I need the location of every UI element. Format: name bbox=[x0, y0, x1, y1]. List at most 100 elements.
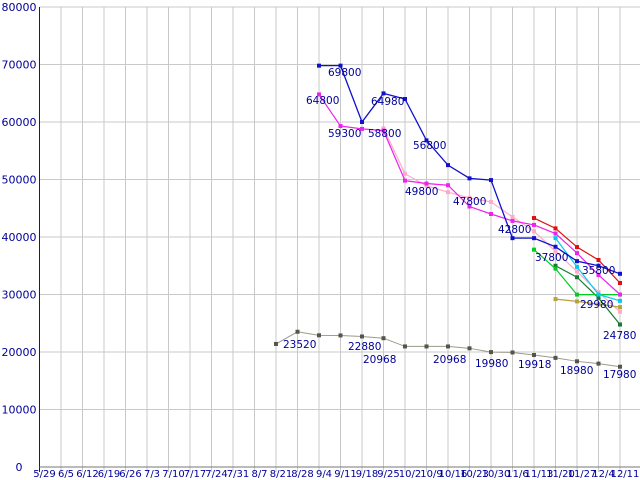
series-cyan-point bbox=[596, 292, 601, 297]
point-value-label: 37800 bbox=[535, 252, 568, 264]
series-magenta-point bbox=[532, 222, 536, 227]
x-tick-label: 11/6 bbox=[506, 469, 528, 480]
x-tick-label: 12/11 bbox=[611, 469, 640, 480]
series-khaki-point bbox=[553, 297, 558, 302]
series-lightpink-point bbox=[489, 199, 493, 204]
series-red-point bbox=[575, 245, 579, 250]
point-value-label: 20968 bbox=[363, 354, 396, 366]
series-magenta-point bbox=[618, 292, 622, 297]
series-blue-point bbox=[403, 97, 407, 101]
y-tick-label: 50000 bbox=[2, 174, 37, 187]
series-green-point bbox=[575, 292, 579, 297]
series-red-point bbox=[596, 258, 601, 262]
series-gray-point bbox=[274, 341, 278, 346]
series-red-point bbox=[553, 226, 558, 231]
x-tick-label: 5/29 bbox=[33, 469, 55, 480]
series-magenta-point bbox=[510, 218, 515, 223]
series-magenta-point bbox=[467, 204, 472, 209]
series-gray-point bbox=[295, 329, 300, 334]
series-green-point bbox=[532, 247, 536, 252]
x-tick-label: 10/2 bbox=[399, 469, 421, 480]
y-tick-label: 10000 bbox=[2, 404, 37, 417]
series-magenta-point bbox=[381, 128, 386, 133]
x-tick-label: 7/3 bbox=[144, 469, 160, 480]
point-value-label: 64980 bbox=[371, 96, 404, 108]
point-value-label: 24780 bbox=[603, 330, 636, 342]
series-lightpink-point bbox=[403, 171, 407, 176]
series-magenta-point bbox=[596, 272, 601, 277]
x-tick-label: 8/7 bbox=[251, 469, 267, 480]
point-value-label: 22880 bbox=[348, 341, 381, 353]
series-darkgreen-point bbox=[618, 322, 622, 327]
series-cyan-line bbox=[555, 237, 621, 302]
y-tick-label: 80000 bbox=[2, 1, 37, 14]
x-tick-label: 10/23 bbox=[460, 469, 489, 480]
series-gray-point bbox=[403, 344, 407, 349]
point-value-label: 18980 bbox=[560, 365, 593, 377]
point-value-label: 49800 bbox=[405, 186, 438, 198]
series-magenta-point bbox=[553, 231, 558, 236]
series-cyan-point bbox=[618, 298, 622, 303]
x-tick-label: 6/5 bbox=[58, 469, 74, 480]
series-magenta-point bbox=[446, 183, 450, 188]
x-tick-label: 7/17 bbox=[184, 469, 206, 480]
y-tick-label: 40000 bbox=[2, 231, 37, 244]
series-lightpink-point bbox=[446, 190, 450, 195]
point-value-label: 59300 bbox=[328, 128, 361, 140]
series-blue-point bbox=[467, 176, 472, 181]
point-value-label: 17980 bbox=[603, 369, 636, 381]
series-magenta-point bbox=[424, 181, 429, 186]
point-value-label: 56800 bbox=[413, 140, 446, 152]
series-blue-point bbox=[532, 236, 536, 241]
series-khaki-point bbox=[596, 302, 601, 307]
series-lightpink-point bbox=[553, 249, 558, 254]
point-value-label: 42800 bbox=[498, 224, 531, 236]
series-magenta-point bbox=[403, 178, 407, 183]
x-tick-label: 9/11 bbox=[334, 469, 356, 480]
series-gray-point bbox=[553, 355, 558, 360]
x-tick-label: 7/10 bbox=[162, 469, 184, 480]
series-lightpink-point bbox=[596, 290, 601, 295]
series-red-point bbox=[532, 216, 536, 221]
series-lightpink-point bbox=[532, 229, 536, 234]
point-value-label: 23520 bbox=[283, 339, 316, 351]
series-darkgreen-point bbox=[596, 295, 601, 300]
series-gray-point bbox=[446, 344, 450, 349]
series-magenta-point bbox=[317, 92, 321, 97]
series-khaki-line bbox=[555, 298, 621, 308]
series-gray-point bbox=[317, 333, 321, 338]
point-value-label: 19980 bbox=[475, 358, 508, 370]
x-tick-label: 9/25 bbox=[377, 469, 399, 480]
series-blue-point bbox=[381, 91, 386, 96]
series-lightpink-point bbox=[618, 309, 622, 314]
y-tick-label: 70000 bbox=[2, 59, 37, 72]
series-gray-point bbox=[596, 361, 601, 366]
series-magenta-point bbox=[360, 126, 364, 131]
point-value-label: 47800 bbox=[453, 196, 486, 208]
series-lightpink-point bbox=[467, 195, 472, 200]
series-gray-point bbox=[338, 333, 343, 338]
series-gray-point bbox=[381, 336, 386, 341]
point-value-label: 20968 bbox=[433, 354, 466, 366]
x-tick-label: 8/21 bbox=[270, 469, 292, 480]
x-tick-label: 10/30 bbox=[482, 469, 511, 480]
x-tick-label: 7/31 bbox=[227, 469, 249, 480]
x-tick-label: 6/12 bbox=[76, 469, 98, 480]
point-value-label: 35800 bbox=[582, 265, 615, 277]
series-magenta-point bbox=[338, 124, 343, 129]
point-value-label: 58800 bbox=[368, 128, 401, 140]
series-blue-point bbox=[338, 63, 343, 68]
x-tick-label: 11/27 bbox=[568, 469, 597, 480]
series-red-point bbox=[618, 281, 622, 285]
x-tick-label: 9/18 bbox=[356, 469, 378, 480]
x-tick-label: 10/9 bbox=[420, 469, 442, 480]
series-lightpink-point bbox=[575, 269, 579, 274]
y-tick-label: 60000 bbox=[2, 116, 37, 129]
series-blue-point bbox=[553, 244, 558, 249]
x-tick-label: 9/4 bbox=[316, 469, 332, 480]
x-tick-label: 6/19 bbox=[98, 469, 120, 480]
x-tick-label: 11/13 bbox=[525, 469, 554, 480]
x-tick-label: 8/28 bbox=[291, 469, 313, 480]
y-tick-label: 20000 bbox=[2, 346, 37, 359]
